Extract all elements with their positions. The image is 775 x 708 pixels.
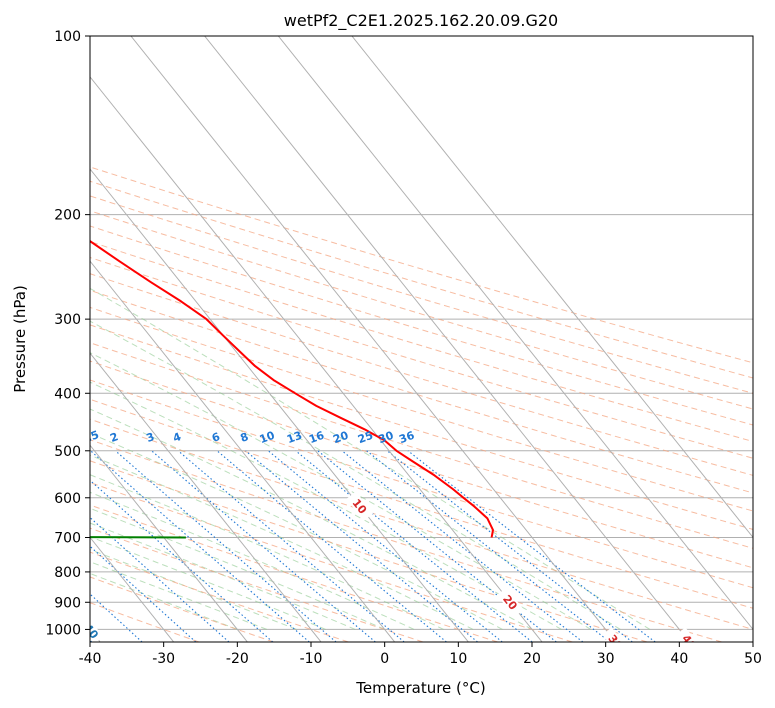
isotherm-line (277, 36, 753, 631)
mixing-ratio-label: 3 (145, 430, 157, 445)
x-tick-label: 10 (449, 651, 467, 667)
mixing-ratio-label: 30 (377, 429, 396, 447)
x-tick-label: 30 (597, 651, 615, 667)
sounding-series (90, 239, 494, 539)
dry-adiabat-line (90, 418, 753, 630)
isotherm-line (204, 36, 690, 642)
y-tick-label: 900 (54, 595, 81, 611)
dry-adiabat-line (90, 256, 753, 459)
dry-adiabat-line (90, 195, 753, 394)
y-tick-label: 400 (54, 386, 81, 402)
mixing-ratio-label: 8 (239, 430, 251, 445)
dry-adiabat-line (90, 240, 753, 443)
isotherm-line (90, 352, 322, 642)
mixing-ratio-label: 6 (210, 430, 222, 445)
mixing-ratio-label: 20 (331, 429, 350, 447)
isotherm-line (90, 76, 543, 642)
isotherm-line (90, 536, 175, 642)
mixing-ratio-label: 1.5 (78, 428, 101, 447)
y-axis: 100 200 300 400 500 600 700 800 900 1000 (45, 29, 90, 638)
y-axis-label: Pressure (hPa) (11, 285, 29, 393)
isotherm-line (351, 36, 753, 539)
mixing-ratio-label: 36 (397, 429, 416, 447)
chart-title: wetPf2_C2E1.2025.162.20.09.G20 (284, 11, 558, 31)
y-tick-label: 500 (54, 444, 81, 460)
x-tick-label: -40 (79, 651, 102, 667)
dry-adiabat-label-bg (346, 491, 374, 521)
y-tick-label: 300 (54, 312, 81, 328)
dry-adiabat-label: 40 (679, 632, 699, 652)
isotherm-line (130, 36, 617, 642)
dry-adiabat-line (90, 210, 753, 410)
x-tick-label: 50 (744, 651, 762, 667)
dry-adiabat-line (90, 225, 753, 426)
y-tick-label: 1000 (45, 622, 81, 638)
moist-adiabat-line (90, 522, 356, 630)
dry-adiabat-line (90, 527, 424, 642)
moist-adiabat-line (90, 474, 444, 630)
mixing-ratio-label: 16 (307, 429, 326, 447)
moist-adiabat-line (90, 454, 474, 630)
x-tick-label: 40 (670, 651, 688, 667)
mixing-ratio-label: 4 (171, 430, 183, 445)
mixing-ratio-line (115, 450, 337, 642)
dry-adiabat-line (90, 306, 753, 512)
mixing-ratio-line (295, 450, 533, 642)
dry-adiabat-label: 30 (605, 632, 625, 652)
x-tick-label: -10 (300, 651, 323, 667)
y-tick-label: 600 (54, 491, 81, 507)
mixing-ratio-label: 13 (285, 429, 304, 446)
moist-adiabat-line (90, 352, 592, 630)
moist-adiabat-line (90, 507, 385, 630)
y-tick-label: 800 (54, 565, 81, 581)
dry-adiabat-line (90, 289, 753, 494)
mixing-ratio-line (386, 450, 633, 642)
mixing-ratio-line (216, 450, 447, 642)
mixing-ratio-label: 2 (108, 430, 120, 445)
dry-adiabat-line (90, 342, 753, 549)
moist-adiabat-line (90, 408, 533, 630)
mixing-ratio-line (317, 450, 557, 642)
x-tick-label: 0 (380, 651, 389, 667)
isotherm-label: -40 (78, 618, 101, 642)
moist-adiabat-line (90, 432, 503, 630)
mixing-ratio-line (90, 450, 310, 642)
mixing-ratio-line (90, 516, 230, 642)
mixing-ratio-line (245, 450, 478, 642)
dry-adiabat-line (90, 324, 753, 530)
plot-frame (89, 35, 754, 643)
temperature-line (90, 239, 494, 538)
plot-area: 0.10.20.40.611.52346810131620253036-4010… (78, 36, 753, 652)
dry-adiabat-label-bg (602, 627, 630, 642)
moist-adiabat-line (90, 320, 621, 630)
mixing-ratio-label: 10 (258, 429, 277, 447)
mixing-ratio-line (151, 450, 376, 642)
dry-adiabat-line (90, 273, 753, 476)
x-tick-label: -20 (226, 651, 249, 667)
x-tick-label: -30 (152, 651, 175, 667)
x-axis-label: Temperature (°C) (355, 679, 485, 697)
dry-adiabat-line (90, 439, 722, 642)
mixing-ratio-line (90, 545, 197, 642)
isotherm-line (90, 444, 248, 642)
dry-adiabat-line (90, 360, 753, 569)
mixing-ratio-label: 25 (356, 429, 375, 446)
moist-adiabat-line (90, 287, 651, 630)
isotherm-label-bg (90, 614, 104, 642)
x-tick-label: 20 (523, 651, 541, 667)
y-tick-label: 100 (54, 29, 81, 45)
dry-adiabats (90, 166, 753, 642)
y-tick-label: 200 (54, 208, 81, 224)
x-axis: -40 -30 -20 -10 0 10 20 30 40 50 (79, 642, 762, 667)
isotherm-line (90, 260, 396, 642)
dry-adiabat-line (90, 504, 498, 642)
dry-adiabat-label-bg (496, 587, 524, 617)
moist-adiabat-line (90, 491, 415, 630)
y-tick-label: 700 (54, 531, 81, 547)
